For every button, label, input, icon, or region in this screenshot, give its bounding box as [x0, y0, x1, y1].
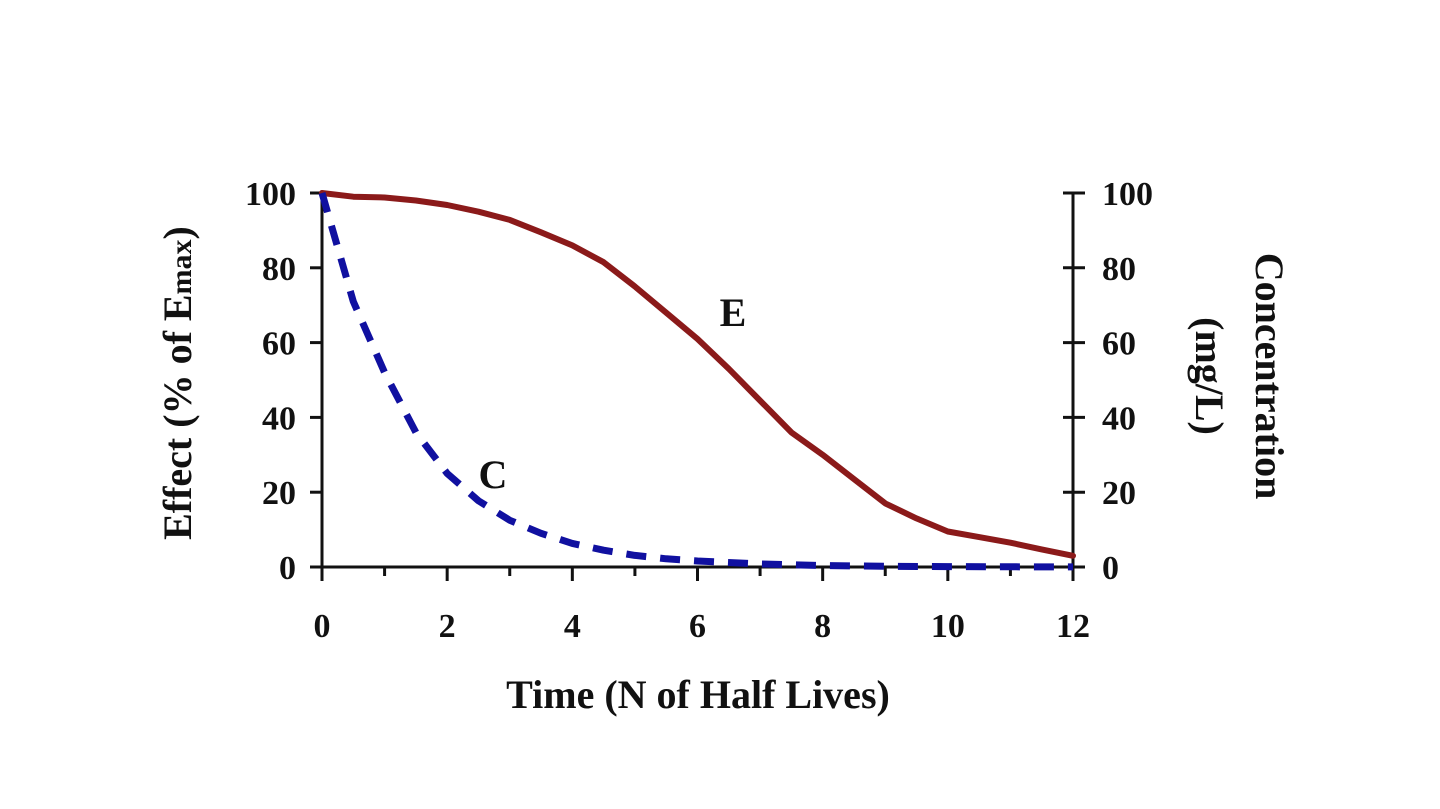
x-tick-label: 4	[564, 608, 581, 645]
right-y-tick-label: 20	[1102, 475, 1136, 512]
series-line-c	[318, 192, 1074, 571]
series-labels: EC	[479, 290, 747, 497]
left-y-tick-label: 0	[279, 550, 296, 587]
right-y-tick-label: 80	[1102, 251, 1136, 288]
right-y-axis-title-line-1: Concentration	[1247, 253, 1292, 500]
left-y-tick-label: 20	[262, 475, 296, 512]
axes	[320, 193, 1075, 569]
left-y-tick-label: 80	[262, 251, 296, 288]
series-line-e	[319, 190, 1076, 559]
right-y-tick-label: 40	[1102, 400, 1136, 437]
right-y-tick-label: 60	[1102, 326, 1136, 363]
x-tick-label: 10	[931, 608, 965, 645]
left-y-tick-label: 40	[262, 400, 296, 437]
left-y-axis-title-subscript: max	[165, 239, 198, 294]
series-label-e: E	[720, 290, 747, 335]
left-y-axis-title-main: Effect (% of E	[155, 294, 200, 539]
ticks	[310, 191, 1085, 581]
left-y-axis-title-close: )	[155, 226, 200, 239]
x-axis-title: Time (N of Half Lives)	[506, 672, 890, 717]
series-label-c: C	[479, 452, 508, 497]
x-tick-label: 12	[1056, 608, 1090, 645]
right-y-tick-label: 0	[1102, 550, 1119, 587]
x-tick-label: 6	[689, 608, 706, 645]
right-y-axis-title-line-2: (mg/L)	[1187, 317, 1232, 435]
right-y-tick-label: 100	[1102, 176, 1153, 213]
x-tick-label: 8	[814, 608, 831, 645]
left-y-tick-label: 60	[262, 326, 296, 363]
x-tick-label: 2	[439, 608, 456, 645]
left-y-tick-label: 100	[245, 176, 296, 213]
series	[318, 190, 1076, 571]
x-tick-label: 0	[314, 608, 331, 645]
left-y-axis-title: Effect (% of Emax)	[155, 226, 200, 540]
